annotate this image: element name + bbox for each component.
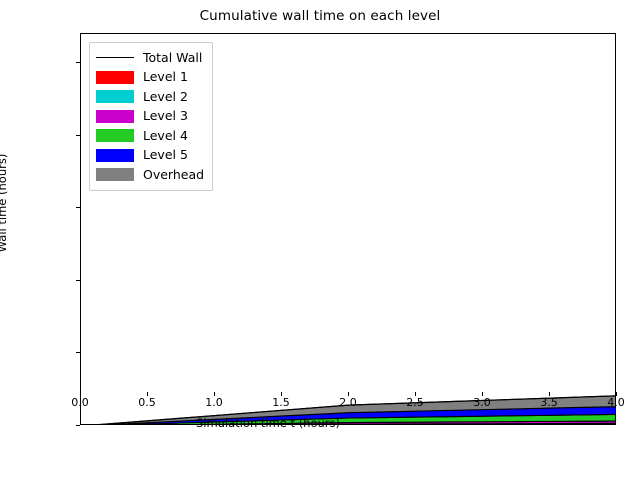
y-tick-mark	[76, 425, 80, 426]
legend-color-swatch-icon	[96, 90, 134, 104]
x-tick-mark	[482, 392, 483, 396]
chart-title: Cumulative wall time on each level	[199, 8, 441, 24]
total-wall-line	[98, 395, 615, 424]
x-tick-mark	[80, 392, 81, 396]
x-axis-label: Simulation time t (hours)	[195, 416, 341, 430]
legend-color-swatch-icon	[96, 148, 134, 162]
y-tick-mark	[76, 279, 80, 281]
legend-item-label: Level 5	[143, 147, 188, 162]
x-tick-label: 3.5	[540, 396, 558, 409]
x-tick-label: 0.0	[71, 396, 89, 409]
x-tick-mark	[214, 392, 215, 396]
x-tick-label: 1.5	[272, 396, 290, 409]
legend-item-label: Level 2	[143, 88, 188, 104]
stacked-area-plot	[98, 395, 615, 424]
x-tick-mark	[549, 392, 550, 396]
legend-item-label: Level 4	[143, 127, 188, 143]
legend-color-swatch-icon	[96, 129, 134, 143]
x-tick-mark	[415, 392, 416, 396]
legend-color-swatch-icon	[96, 168, 134, 182]
x-tick-label: 0.5	[138, 396, 156, 409]
legend-item-label: Overhead	[143, 166, 205, 182]
legend-item-level-4[interactable]: Level 4	[96, 126, 204, 146]
x-tick-mark	[281, 392, 282, 396]
x-tick-label: 3.0	[473, 396, 491, 409]
y-tick-mark	[76, 207, 80, 209]
x-tick-label: 4.0	[607, 396, 625, 409]
y-tick-mark	[76, 62, 80, 64]
y-axis-label: Wall time (hours)	[0, 153, 9, 253]
legend-line-swatch-icon	[96, 51, 134, 64]
legend-item-label: Level 3	[143, 108, 188, 123]
y-tick-mark	[76, 134, 80, 136]
legend-item-level-2[interactable]: Level 2	[96, 87, 204, 107]
legend-item-overhead[interactable]: Overhead	[96, 165, 204, 185]
legend-item-total-wall[interactable]: Total Wall	[96, 48, 204, 68]
legend-item-label: Total Wall	[143, 49, 203, 65]
x-tick-label: 1.0	[205, 396, 223, 409]
y-tick-mark	[76, 352, 80, 354]
legend-item-label: Level 1	[143, 69, 188, 84]
x-tick-mark	[616, 392, 617, 396]
x-tick-mark	[147, 392, 148, 396]
x-tick-mark	[348, 392, 349, 396]
legend-color-swatch-icon	[96, 109, 134, 123]
chart-legend: Total Wall Level 1 Level 2 Level 3 Level 4 Le…	[89, 42, 214, 191]
x-tick-label: 2.5	[406, 396, 424, 409]
legend-item-level-3[interactable]: Level 3	[96, 107, 204, 127]
legend-item-level-1[interactable]: Level 1	[96, 68, 204, 88]
x-tick-label: 2.0	[339, 396, 357, 409]
legend-item-level-5[interactable]: Level 5	[96, 146, 204, 166]
legend-color-swatch-icon	[96, 70, 134, 84]
